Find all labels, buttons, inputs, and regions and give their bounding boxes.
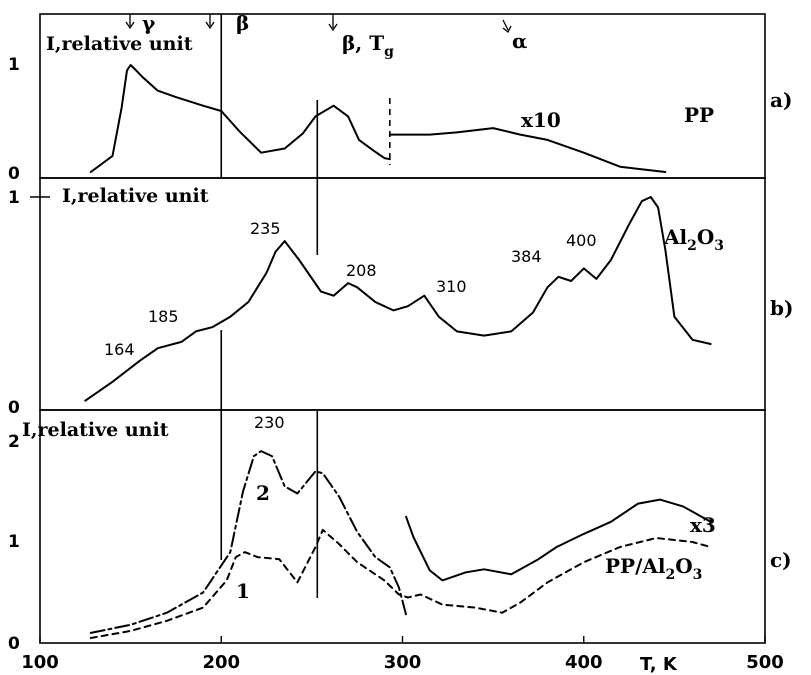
- x-tick-label-400: 400: [565, 652, 603, 673]
- panel-c-ytick-1: 1: [8, 532, 20, 552]
- x-axis-label: T, K: [640, 654, 678, 675]
- panel-a-plot: [89, 14, 667, 178]
- x-tick-label-200: 200: [202, 652, 240, 673]
- panel-b-series-0: [84, 196, 712, 402]
- peak-label-208: 208: [346, 261, 377, 280]
- alpha-arrow-icon: [502, 19, 512, 34]
- gamma-marker: γ: [142, 11, 156, 35]
- panel-c-plot: [89, 410, 712, 639]
- panel-b-ylabel: I,relative unit: [62, 185, 209, 207]
- panel-c-series-1: [89, 528, 712, 639]
- al2o3-label: Al2O3: [663, 225, 724, 254]
- pp-al2o3-label: PP/Al2O3: [605, 554, 702, 583]
- curve-2-label: 2: [256, 481, 270, 505]
- panel-c-ytick-2: 2: [8, 432, 20, 452]
- alpha-marker: α: [512, 29, 527, 53]
- peak-label-400: 400: [566, 231, 597, 250]
- beta-arrow-icon: [205, 14, 215, 30]
- peak-label-230: 230: [254, 413, 285, 432]
- beta-tg-arrow-icon: [328, 14, 338, 32]
- panel-a-ylabel: I,relative unit: [46, 33, 193, 55]
- panel-b-ytick-0: 0: [8, 398, 20, 418]
- panel-c-series-2: [89, 450, 408, 634]
- peak-label-384: 384: [511, 247, 542, 266]
- x10-label: x10: [521, 108, 561, 132]
- panel-b-plot: [84, 178, 712, 410]
- panel-c-label: c): [770, 548, 792, 572]
- panel-b-ytick-1: 1: [8, 188, 20, 208]
- beta-marker: β: [236, 11, 249, 35]
- panel-b-label: b): [770, 296, 793, 320]
- panel-c-ytick-0: 0: [8, 634, 20, 654]
- panel-c-series-x3: [405, 498, 712, 582]
- x3-label: x3: [690, 513, 716, 537]
- x-tick-label-100: 100: [21, 652, 59, 673]
- panel-a-series-1: [388, 127, 667, 173]
- x-axis-ticks: 100 200 300 400 500: [21, 636, 784, 673]
- panel-a-ytick-1: 1: [8, 55, 20, 75]
- panel-a-series-0: [89, 64, 391, 173]
- pp-label: PP: [684, 103, 714, 127]
- x-tick-label-300: 300: [384, 652, 422, 673]
- peak-label-235: 235: [250, 219, 281, 238]
- panel-a-ytick-0: 0: [8, 164, 20, 184]
- peak-label-310: 310: [436, 277, 467, 296]
- panel-c-ylabel: I,relative unit: [22, 419, 169, 441]
- panel-b-frame: [39, 177, 766, 411]
- panel-a-label: a): [770, 88, 792, 112]
- curve-1-label: 1: [236, 579, 250, 603]
- panel-c-frame: [39, 409, 766, 644]
- gamma-arrow-icon: [125, 14, 135, 30]
- peak-label-164: 164: [104, 340, 135, 359]
- peak-label-185: 185: [148, 307, 179, 326]
- x-tick-label-500: 500: [746, 652, 784, 673]
- beta-tg-marker: β, Tg: [342, 31, 394, 60]
